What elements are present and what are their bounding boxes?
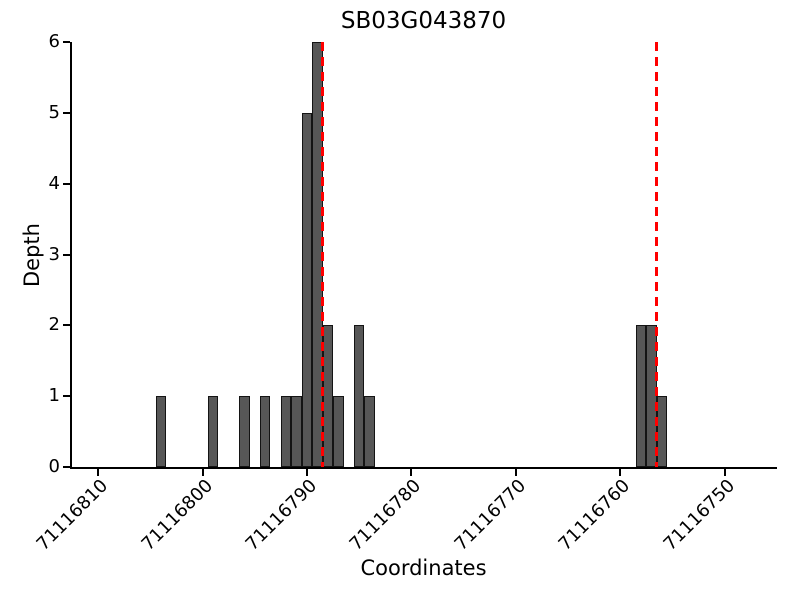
y-tick [63,324,70,327]
dashed-marker-line [321,42,325,467]
depth-bar [260,396,271,467]
depth-bar [322,325,334,467]
depth-bar [656,396,668,467]
y-tick-label: 0 [48,456,60,477]
depth-bar [239,396,250,467]
y-tick [63,253,70,256]
x-tick [514,469,517,476]
y-tick [63,395,70,398]
y-tick-label: 1 [48,385,60,407]
depth-bar [280,396,292,467]
y-tick-label: 3 [48,243,60,265]
depth-bar [636,325,647,467]
y-axis-label: Depth [20,222,44,287]
dashed-marker-line [655,42,659,467]
x-tick [306,469,308,476]
depth-bar [155,396,166,467]
y-tick [63,466,70,468]
depth-bar [301,112,313,467]
depth-bar [364,396,375,467]
depth-bar [333,396,344,467]
plot-area: Depth 71116810 71116800 71116790 71116780 71… [20,32,777,555]
y-tick-label: 2 [48,314,60,336]
x-tick [723,469,726,476]
x-tick [410,469,413,476]
y-tick-label: 5 [48,101,60,123]
x-tick [97,469,100,476]
chart-title: SB03G043870 [340,8,507,34]
depth-bar [207,396,219,467]
depth-bar [291,396,302,467]
y-tick-label: 4 [48,172,60,194]
y-tick-label: 6 [48,31,60,52]
y-tick [63,182,70,185]
depth-bar [354,325,365,467]
x-tick [619,469,622,476]
x-tick [201,469,204,476]
x-axis-label: Coordinates [360,556,487,580]
y-tick [63,41,70,43]
y-tick [63,111,70,114]
